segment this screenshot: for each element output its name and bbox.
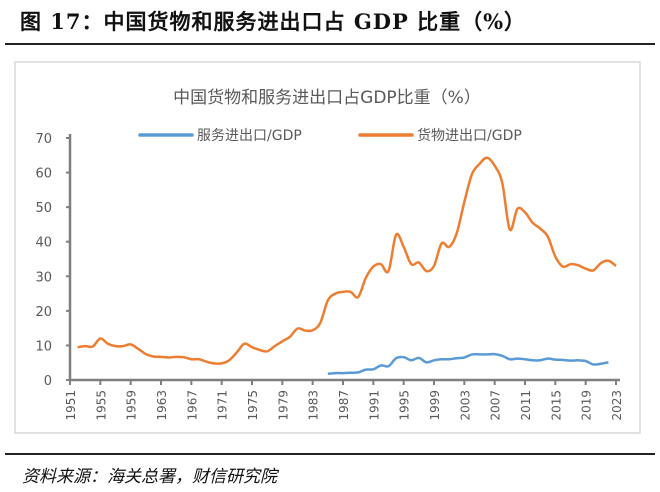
y-tick-label: 0 <box>44 374 52 389</box>
chart-title: 中国货物和服务进出口占GDP比重（%） <box>173 88 481 108</box>
x-tick-label: 1995 <box>398 390 412 421</box>
y-tick-label: 50 <box>35 201 52 216</box>
series-line-services <box>327 352 609 376</box>
x-tick-label: 1959 <box>125 390 139 421</box>
x-tick-label: 1991 <box>367 390 381 421</box>
y-tick-label: 20 <box>35 305 52 320</box>
axes: 0 10 20 30 40 50 60 70 1951 1955 1959 1963 1967 1971 1… <box>35 132 624 421</box>
source-note: 资料来源：海关总署，财信研究院 <box>22 467 277 487</box>
x-tick-label: 2019 <box>580 390 594 421</box>
chart-frame <box>14 61 641 434</box>
x-tick-label: 1955 <box>94 390 108 421</box>
x-tick-label: 1979 <box>276 390 290 421</box>
x-tick-label: 1975 <box>246 390 260 421</box>
title-rule <box>5 43 655 45</box>
x-tick-label: 1963 <box>155 390 169 421</box>
x-tick-label: 1951 <box>64 390 78 421</box>
x-tick-label: 2007 <box>489 390 503 421</box>
x-tick-label: 2015 <box>549 390 563 421</box>
y-tick-label: 10 <box>35 339 52 354</box>
series-lines <box>77 156 617 376</box>
y-tick-label: 70 <box>35 132 52 147</box>
y-tick-label: 40 <box>35 236 52 251</box>
source-rule <box>5 453 655 455</box>
x-tick-label: 2023 <box>610 390 624 421</box>
legend-label: 服务进出口/GDP <box>197 128 302 144</box>
x-tick-label: 1971 <box>216 390 230 421</box>
legend: 服务进出口/GDP 货物进出口/GDP <box>138 127 522 144</box>
x-tick-label: 1983 <box>307 390 321 421</box>
legend-label: 货物进出口/GDP <box>417 127 522 144</box>
series-line-goods <box>77 156 617 365</box>
x-tick-label: 2003 <box>458 390 472 421</box>
figure-title: 图 17：中国货物和服务进出口占 GDP 比重（%） <box>20 9 527 34</box>
y-tick-label: 30 <box>35 270 52 285</box>
x-tick-label: 1999 <box>428 390 442 421</box>
x-tick-label: 1967 <box>185 390 199 421</box>
y-tick-label: 60 <box>35 167 52 182</box>
x-tick-label: 1987 <box>337 390 351 421</box>
x-tick-label: 2011 <box>519 390 533 421</box>
